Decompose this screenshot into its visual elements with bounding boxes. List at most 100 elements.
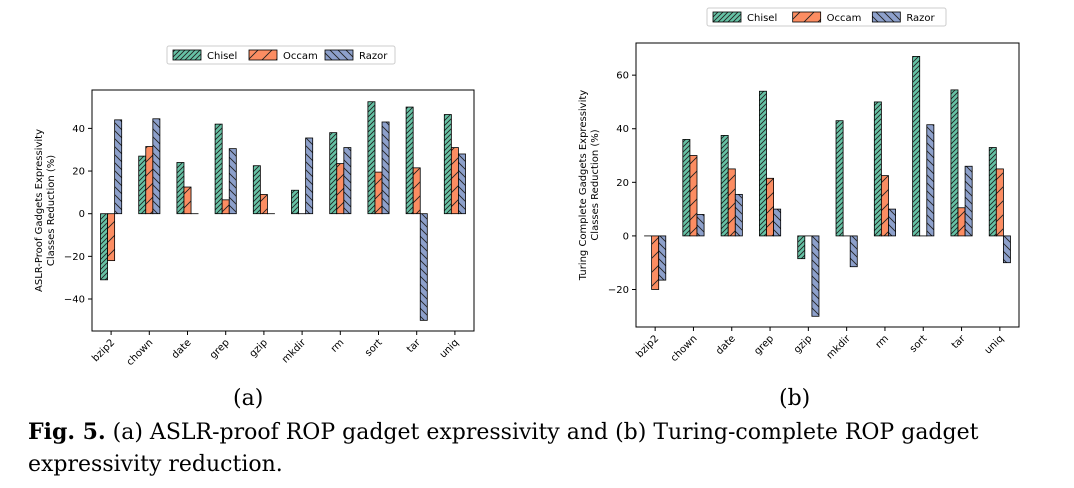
x-tick-label-bzip2: bzip2 <box>634 333 661 360</box>
bar-occam-bzip2 <box>651 235 660 290</box>
x-tick-label-rm: rm <box>874 333 891 350</box>
bar-chisel-uniq <box>988 147 997 237</box>
legend-label-chisel: Chisel <box>207 51 237 62</box>
bar-occam-grep <box>221 199 230 215</box>
x-tick-label-gzip: gzip <box>248 337 270 359</box>
x-tick-label-tar: tar <box>950 333 968 351</box>
bar-chisel-uniq <box>443 114 452 215</box>
bar-chisel-grep <box>759 90 767 237</box>
bar-occam-uniq <box>450 147 459 215</box>
legend-swatch-chisel <box>712 11 742 23</box>
bar-razor-bzip2 <box>114 119 123 215</box>
bar-razor-gzip <box>811 235 820 317</box>
y-tick-label: −20 <box>64 252 85 263</box>
bar-razor-mkdir <box>849 235 858 268</box>
x-tick-label-chown: chown <box>125 337 156 368</box>
legend-swatch-occam <box>248 49 278 61</box>
bar-razor-sort <box>926 124 935 237</box>
bar-chisel-mkdir <box>291 189 299 215</box>
y-tick-label: 0 <box>79 209 85 220</box>
bar-razor-rm <box>888 208 896 237</box>
bar-occam-rm <box>881 175 889 237</box>
bar-chisel-rm <box>329 132 338 215</box>
y-tick-label: 40 <box>72 124 85 135</box>
x-tick-label-bzip2: bzip2 <box>90 337 117 364</box>
bar-chisel-gzip <box>252 165 261 215</box>
legend-swatch-razor <box>324 49 354 61</box>
bar-occam-sort <box>374 171 383 215</box>
y-axis-label: Classes Reduction (%) <box>590 129 601 240</box>
legend-label-chisel: Chisel <box>747 13 777 24</box>
y-axis-label: Turing Complete Gadgets Expressivity <box>578 90 589 282</box>
y-tick-label: 40 <box>616 124 629 135</box>
x-tick-label-date: date <box>714 333 738 357</box>
bar-occam-chown <box>145 146 154 215</box>
legend-label-razor: Razor <box>359 51 388 62</box>
bar-razor-grep <box>773 208 782 237</box>
bar-razor-mkdir <box>305 137 314 215</box>
bar-occam-chown <box>689 155 698 237</box>
x-tick-label-tar: tar <box>405 337 423 355</box>
legend: Chisel Occam Razor <box>166 45 396 65</box>
x-tick-label-grep: grep <box>208 337 232 361</box>
x-tick-label-uniq: uniq <box>983 333 1006 356</box>
bar-occam-date <box>183 186 192 215</box>
legend-swatch-chisel <box>172 49 202 61</box>
bar-razor-tar <box>419 213 428 321</box>
plot-frame <box>91 89 475 332</box>
bar-razor-sort <box>381 121 390 215</box>
x-tick-label-mkdir: mkdir <box>280 337 309 366</box>
legend: Chisel Occam Razor <box>706 7 947 27</box>
bar-chisel-tar <box>405 106 414 215</box>
bar-occam-uniq <box>995 168 1004 237</box>
x-tick-label-sort: sort <box>908 333 930 355</box>
legend-swatch-razor <box>871 11 901 23</box>
bar-chisel-sort <box>367 101 376 215</box>
y-tick-label: 20 <box>616 178 629 189</box>
bar-chisel-mkdir <box>835 120 844 237</box>
x-tick-label-uniq: uniq <box>438 337 461 360</box>
chart-b: −20 0 20 40 60 bzip2 chown date grep gzip mkdir rm s… <box>578 7 1020 364</box>
caption-prefix: Fig. 5. <box>28 419 106 445</box>
y-tick-label: 0 <box>623 231 629 242</box>
bar-occam-bzip2 <box>107 213 116 262</box>
bar-occam-tar <box>412 167 421 215</box>
bar-occam-gzip <box>259 194 268 215</box>
bar-razor-uniq <box>1002 235 1011 264</box>
y-axis-label: Classes Reduction (%) <box>46 155 57 266</box>
bar-occam-rm <box>336 163 345 215</box>
bar-razor-rm <box>343 147 352 215</box>
bar-chisel-chown <box>138 155 147 215</box>
sublabel-b: (b) <box>779 386 811 411</box>
figure-caption: Fig. 5. (a) ASLR-proof ROP gadget expres… <box>28 416 1058 481</box>
bar-razor-grep <box>228 148 237 215</box>
bar-chisel-date <box>176 162 185 215</box>
bar-chisel-grep <box>214 123 223 215</box>
bar-chisel-sort <box>912 56 921 237</box>
bar-occam-date <box>727 168 736 237</box>
bar-occam-grep <box>766 177 775 237</box>
bar-chisel-chown <box>682 139 691 237</box>
x-tick-label-date: date <box>170 337 194 361</box>
legend-swatch-occam <box>792 11 822 23</box>
y-tick-label: 60 <box>616 71 629 82</box>
x-tick-label-gzip: gzip <box>792 333 814 355</box>
bar-chisel-rm <box>873 101 882 237</box>
y-axis-label: ASLR-Proof Gadgets Expressivity <box>34 129 45 292</box>
bar-chisel-gzip <box>797 235 806 260</box>
x-tick-label-rm: rm <box>329 337 346 354</box>
y-tick-label: 20 <box>72 167 85 178</box>
plot-frame <box>635 42 1020 328</box>
bar-chisel-tar <box>950 89 959 237</box>
y-tick-label: −40 <box>64 295 85 306</box>
bar-razor-uniq <box>458 153 466 215</box>
x-tick-label-sort: sort <box>363 337 385 359</box>
caption-text: (a) ASLR-proof ROP gadget expressivity a… <box>28 420 979 477</box>
x-tick-label-chown: chown <box>669 333 700 364</box>
legend-label-razor: Razor <box>906 13 935 24</box>
bar-razor-date <box>734 193 743 237</box>
x-tick-label-mkdir: mkdir <box>825 333 854 362</box>
bar-razor-tar <box>964 165 973 237</box>
bar-chisel-bzip2 <box>100 213 108 281</box>
